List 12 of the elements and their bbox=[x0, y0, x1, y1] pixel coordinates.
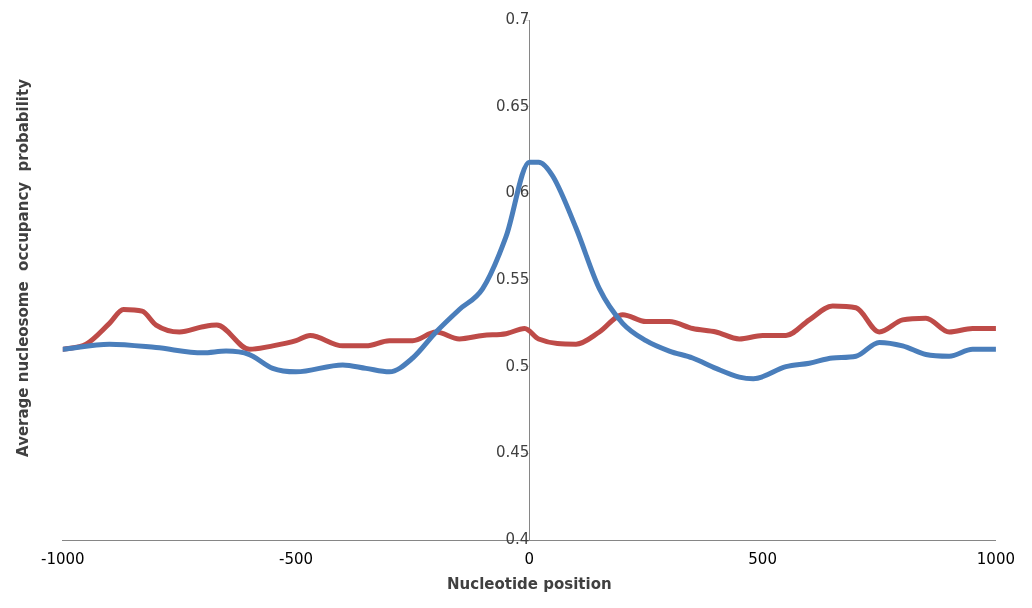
y-tick-label: 0.55 bbox=[495, 269, 530, 288]
x-tick-label: 500 bbox=[748, 549, 777, 568]
y-tick-label: 0.45 bbox=[495, 443, 530, 462]
x-tick-label: -500 bbox=[279, 549, 314, 568]
y-tick-label: 0.7 bbox=[505, 9, 530, 28]
x-tick-label: -1000 bbox=[41, 549, 85, 568]
y-tick-label: 0.5 bbox=[505, 356, 530, 375]
x-axis-title: Nucleotide position bbox=[447, 574, 612, 593]
y-axis-title: Average nucleosome occupancy probability bbox=[14, 79, 33, 457]
x-tick-label: 0 bbox=[524, 549, 535, 568]
y-tick-label: 0.65 bbox=[495, 96, 530, 115]
x-tick-label: 1000 bbox=[976, 549, 1016, 568]
